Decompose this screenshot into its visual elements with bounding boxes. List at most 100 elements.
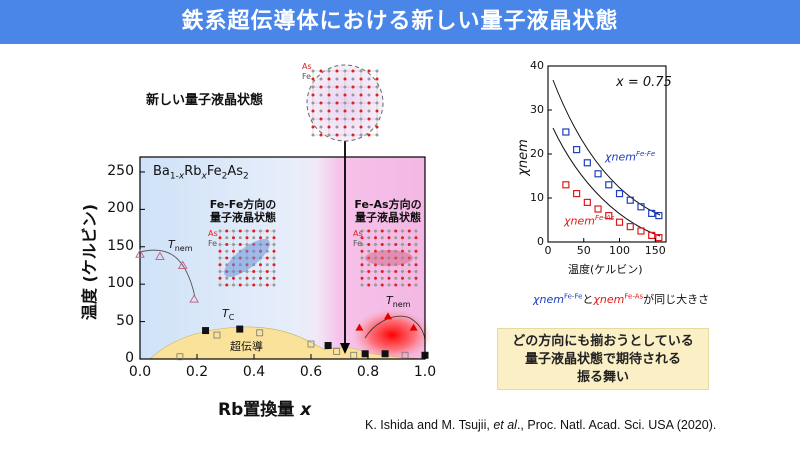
main-x-tick-label: 1.0 [413, 364, 437, 380]
superconduct-label: 超伝導 [230, 340, 263, 353]
as-atom [375, 93, 379, 97]
as-atom [343, 77, 347, 81]
fe-atom [387, 229, 391, 233]
inset-fefe-marker [583, 159, 591, 167]
fe-atom [218, 256, 222, 260]
tc-marker [361, 350, 369, 358]
feas-lattice [360, 229, 418, 287]
fe-atom [335, 77, 339, 81]
fe-atom [272, 243, 276, 246]
tc-marker [202, 327, 210, 335]
as-atom [238, 283, 242, 287]
as-atom [252, 229, 256, 233]
as-atom [343, 93, 347, 97]
fe-atom [319, 125, 323, 129]
open-square-marker [333, 348, 341, 355]
fe-atom [319, 93, 323, 97]
as-atom [367, 270, 371, 273]
fe-atom [232, 229, 235, 233]
inset-x-tick-label: 50 [576, 244, 591, 257]
as-atom [218, 276, 222, 280]
as-atom [238, 243, 242, 246]
as-atom [335, 117, 339, 121]
page-title: 鉄系超伝導体における新しい量子液晶状態 [181, 9, 619, 34]
as-atom [259, 236, 262, 240]
inset-fefe-marker [573, 146, 581, 154]
as-atom [327, 109, 331, 113]
fe-atom [351, 93, 355, 97]
as-atom [414, 276, 418, 280]
fe-atom [407, 276, 411, 280]
as-atom [327, 93, 331, 97]
fe-atom [367, 125, 371, 129]
inset-fit-feas [552, 127, 661, 237]
fefe-as-label: As [208, 229, 218, 238]
fe-atom [225, 236, 229, 240]
as-atom [265, 229, 269, 233]
fefe-lattice [218, 229, 276, 287]
tnem-marker [155, 251, 165, 261]
inset-feas-label: χnemFe-As [564, 214, 615, 228]
inset-xlabel: 温度(ケルビン) [568, 263, 643, 276]
as-atom [319, 133, 323, 137]
as-atom [335, 85, 339, 89]
fe-atom [238, 276, 242, 280]
main-y-tick-label: 0 [125, 350, 134, 366]
fe-atom [414, 256, 418, 260]
as-atom [265, 270, 269, 273]
inset-x-tick-label: 100 [609, 244, 630, 257]
fe-atom [407, 263, 411, 267]
arrow-head [340, 343, 350, 354]
as-atom [245, 236, 249, 240]
fe-atom [327, 69, 331, 73]
main-y-tick-label: 150 [107, 237, 134, 254]
fe-atom [359, 133, 363, 137]
as-atom [218, 249, 222, 253]
as-atom [252, 270, 256, 273]
inset-feas-marker [562, 181, 570, 189]
fe-atom [218, 283, 222, 287]
as-atom [375, 125, 379, 129]
as-atom [311, 109, 315, 113]
fe-atom [374, 243, 377, 246]
fe-atom [265, 263, 269, 267]
as-atom [359, 125, 363, 129]
as-atom [367, 133, 371, 137]
fe-atom [359, 117, 363, 121]
as-atom [225, 243, 229, 246]
fe-atom [265, 276, 269, 280]
fe-atom [232, 243, 235, 246]
sphere-fe-label: Fe [302, 72, 312, 81]
as-atom [394, 283, 398, 287]
as-atom [218, 263, 222, 267]
open-square-marker [176, 353, 184, 361]
new-state-label: 新しい量子液晶状態 [146, 93, 264, 108]
fe-atom [367, 276, 371, 280]
fe-atom [380, 276, 384, 280]
fe-atom [414, 229, 418, 233]
fe-atom [245, 229, 249, 233]
as-atom [359, 109, 363, 113]
fe-atom [218, 270, 222, 273]
fe-atom [232, 283, 235, 287]
fe-atom [311, 133, 315, 137]
fe-atom [319, 77, 323, 81]
as-atom [367, 85, 371, 89]
fe-atom [272, 256, 276, 260]
tnem-right-curve [364, 315, 426, 341]
fefe-label-line2: 量子液晶状態 [210, 211, 276, 224]
as-atom [367, 101, 371, 105]
fe-atom [252, 276, 256, 280]
inset-y-tick-label: 30 [530, 103, 544, 116]
tnem-label-right: Tnem [386, 294, 411, 310]
fe-atom [327, 101, 331, 105]
callout-line1: どの方向にも揃おうとしている [512, 334, 694, 349]
fe-atom [259, 283, 262, 287]
fe-atom [401, 243, 404, 246]
fe-atom [367, 77, 371, 81]
as-atom [407, 243, 411, 246]
fe-atom [375, 101, 379, 105]
open-square-marker [256, 329, 264, 337]
as-atom [375, 109, 379, 113]
